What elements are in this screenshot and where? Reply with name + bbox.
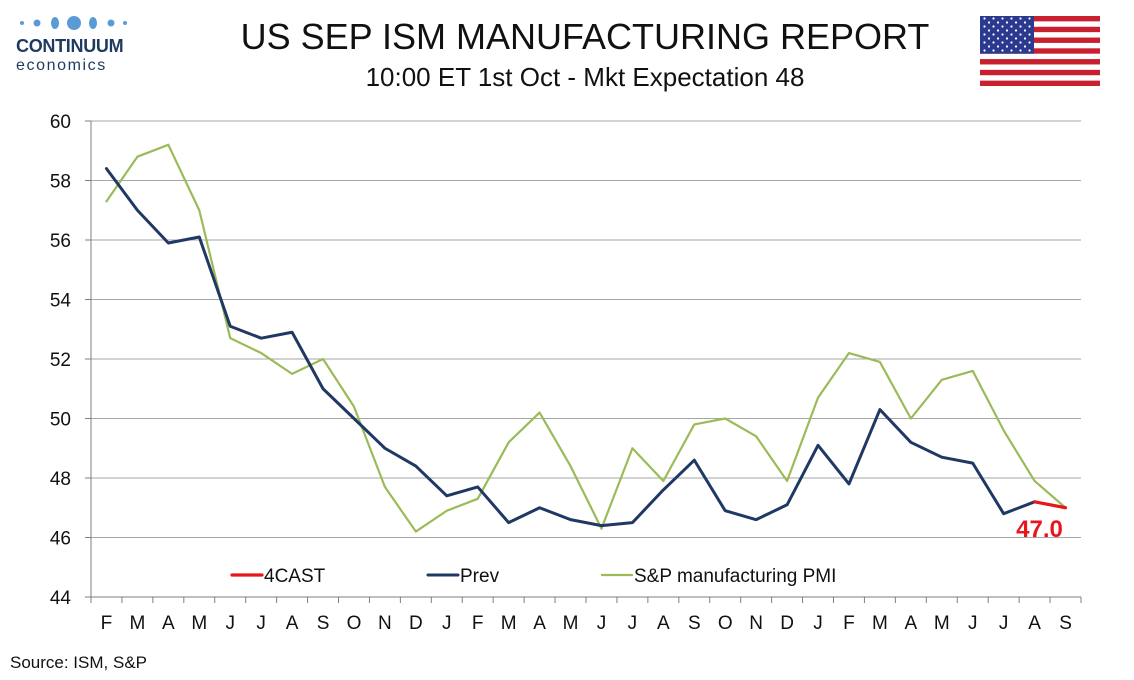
y-tick-label: 58 — [50, 172, 71, 193]
x-tick-label: D — [409, 613, 423, 634]
logo-dots-icon — [20, 16, 127, 30]
y-tick-label: 50 — [50, 410, 71, 431]
y-tick-label: 60 — [50, 112, 71, 133]
series-line-4cast — [1032, 500, 1068, 510]
x-tick-label: M — [501, 613, 517, 634]
x-tick-label: O — [718, 613, 733, 634]
x-tick-label: J — [628, 613, 638, 634]
x-tick-label: N — [749, 613, 763, 634]
forecast-value-label: 47.0 — [1016, 516, 1063, 543]
y-tick-label: 52 — [50, 350, 71, 371]
grid-lines — [91, 120, 1081, 538]
legend-item-prev: Prev — [426, 566, 500, 587]
logo-name: CONTINUUM — [16, 36, 124, 56]
x-tick-label: M — [191, 613, 207, 634]
x-tick-label: A — [905, 613, 918, 634]
legend-label: Prev — [460, 566, 500, 587]
x-tick-label: M — [872, 613, 888, 634]
source-note: Source: ISM, S&P — [10, 653, 147, 672]
y-tick-label: 46 — [50, 529, 71, 550]
page-subtitle: 10:00 ET 1st Oct - Mkt Expectation 48 — [365, 62, 805, 92]
x-tick-label: M — [563, 613, 579, 634]
us-flag-icon — [980, 16, 1100, 86]
y-tick-label: 48 — [50, 469, 71, 490]
x-tick-label: J — [597, 613, 607, 634]
x-tick-label: J — [256, 613, 266, 634]
page-title: US SEP ISM MANUFACTURING REPORT — [240, 16, 930, 57]
x-tick-label: J — [999, 613, 1009, 634]
company-logo: CONTINUUM economics — [12, 14, 142, 74]
x-tick-label: A — [657, 613, 670, 634]
x-tick-label: D — [780, 613, 794, 634]
legend-item-sp-pmi: S&P manufacturing PMI — [600, 566, 836, 587]
legend-label: 4CAST — [264, 566, 326, 587]
legend-label: S&P manufacturing PMI — [634, 566, 836, 587]
x-tick-label: M — [934, 613, 950, 634]
x-tick-label: N — [378, 613, 392, 634]
x-tick-label: J — [442, 613, 452, 634]
series-line-sp-pmi — [105, 143, 1067, 533]
y-tick-label: 44 — [50, 588, 72, 609]
logo-subtitle: economics — [16, 57, 107, 74]
chart-legend: 4CAST Prev S&P manufacturing PMI — [230, 566, 836, 587]
x-tick-label: M — [129, 613, 145, 634]
x-tick-label: S — [688, 613, 701, 634]
x-tick-label: A — [533, 613, 546, 634]
x-tick-label: O — [347, 613, 362, 634]
legend-item-4cast: 4CAST — [230, 566, 326, 587]
x-tick-label: S — [1059, 613, 1072, 634]
y-tick-label: 56 — [50, 231, 71, 252]
y-tick-label: 54 — [50, 291, 72, 312]
x-tick-label: J — [968, 613, 978, 634]
x-tick-label: A — [286, 613, 299, 634]
x-tick-label: F — [472, 613, 484, 634]
x-tick-label: A — [162, 613, 175, 634]
x-tick-label: F — [101, 613, 113, 634]
series-lines — [104, 143, 1068, 533]
x-tick-label: S — [317, 613, 330, 634]
axes — [85, 120, 1082, 603]
series-line-prev — [104, 167, 1037, 528]
x-tick-label: J — [813, 613, 823, 634]
x-tick-label: J — [225, 613, 235, 634]
x-tick-label: A — [1028, 613, 1041, 634]
x-tick-label: F — [843, 613, 855, 634]
